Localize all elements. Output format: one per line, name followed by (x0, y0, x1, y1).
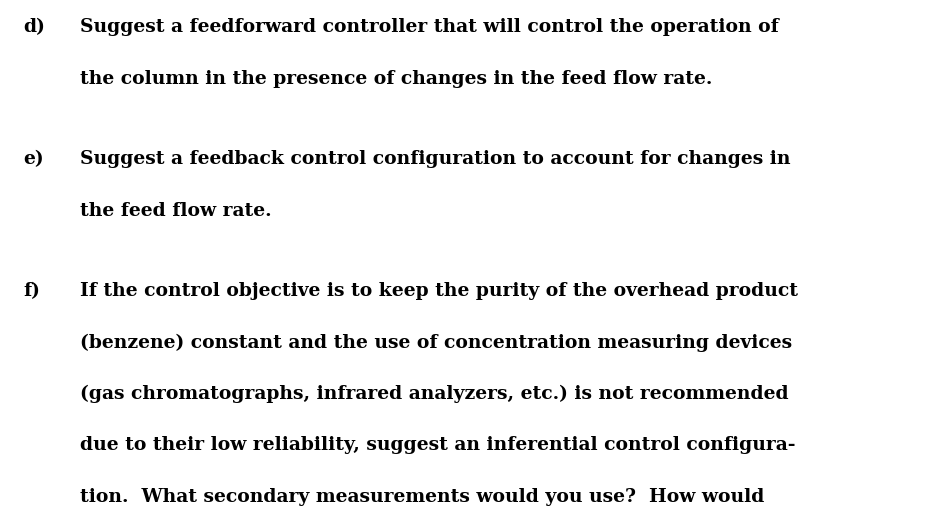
Text: f): f) (24, 282, 41, 300)
Text: d): d) (24, 18, 45, 36)
Text: due to their low reliability, suggest an inferential control configura-: due to their low reliability, suggest an… (80, 436, 796, 454)
Text: If the control objective is to keep the purity of the overhead product: If the control objective is to keep the … (80, 282, 798, 300)
Text: Suggest a feedforward controller that will control the operation of: Suggest a feedforward controller that wi… (80, 18, 780, 36)
Text: (benzene) constant and the use of concentration measuring devices: (benzene) constant and the use of concen… (80, 333, 793, 352)
Text: the column in the presence of changes in the feed flow rate.: the column in the presence of changes in… (80, 70, 712, 88)
Text: tion.  What secondary measurements would you use?  How would: tion. What secondary measurements would … (80, 488, 764, 506)
Text: the feed flow rate.: the feed flow rate. (80, 202, 272, 219)
Text: Suggest a feedback control configuration to account for changes in: Suggest a feedback control configuration… (80, 150, 791, 168)
Text: (gas chromatographs, infrared analyzers, etc.) is not recommended: (gas chromatographs, infrared analyzers,… (80, 385, 789, 403)
Text: e): e) (24, 150, 44, 168)
